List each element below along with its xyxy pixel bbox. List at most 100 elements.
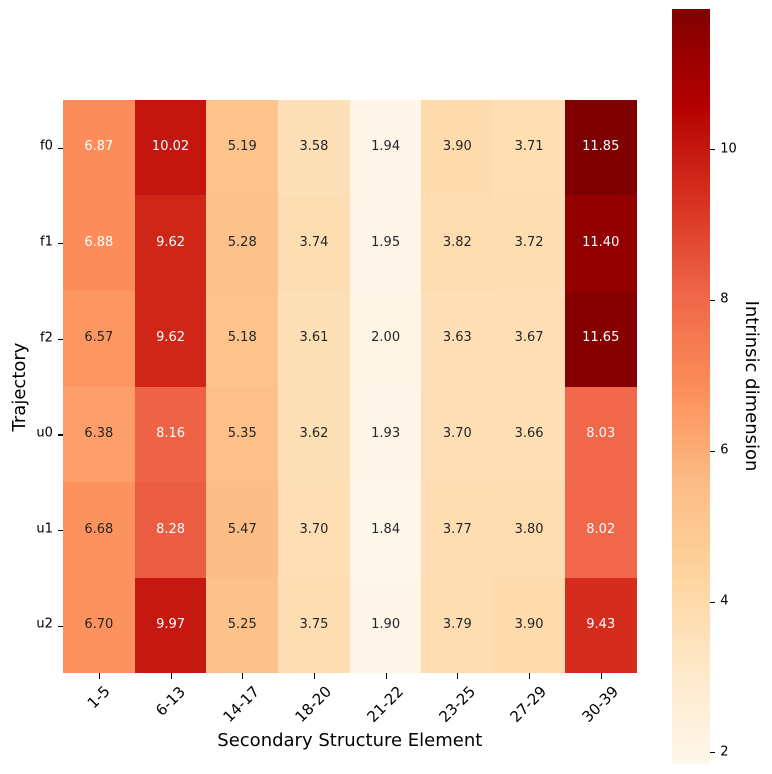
cell-value: 3.90 bbox=[442, 138, 472, 154]
heatmap-cell-f0-23-25: 3.90 bbox=[421, 99, 494, 196]
cell-value: 10.02 bbox=[151, 138, 190, 154]
heatmap-cell-f1-14-17: 5.28 bbox=[206, 195, 279, 292]
heatmap-cell-f0-14-17: 5.19 bbox=[206, 99, 279, 196]
heatmap-cell-u1-21-22: 1.84 bbox=[349, 482, 422, 578]
y-tick-mark bbox=[58, 530, 63, 532]
cell-value: 3.58 bbox=[299, 138, 329, 154]
y-tick-label-f0: f0 bbox=[40, 138, 53, 154]
y-tick-label-f1: f1 bbox=[40, 234, 53, 250]
cell-value: 8.03 bbox=[586, 425, 616, 441]
cell-value: 9.62 bbox=[156, 234, 186, 250]
cell-value: 9.62 bbox=[156, 330, 186, 346]
colorbar-tick-mark bbox=[709, 299, 715, 301]
y-tick-label-f2: f2 bbox=[40, 330, 53, 346]
cell-value: 3.82 bbox=[442, 234, 472, 250]
cell-value: 3.90 bbox=[514, 616, 544, 632]
y-tick-label-u2: u2 bbox=[36, 616, 53, 632]
cell-value: 8.02 bbox=[586, 521, 616, 537]
heatmap-cell-u2-6-13: 9.97 bbox=[134, 577, 207, 674]
heatmap-cell-u1-14-17: 5.47 bbox=[206, 482, 279, 578]
cell-value: 5.35 bbox=[227, 425, 257, 441]
heatmap-cell-f2-6-13: 9.62 bbox=[134, 291, 207, 387]
x-tick-label-23-25: 23-25 bbox=[435, 682, 479, 727]
heatmap-cell-u1-18-20: 3.70 bbox=[278, 482, 350, 578]
heatmap-cell-f2-27-29: 3.67 bbox=[493, 291, 565, 387]
cell-value: 3.74 bbox=[299, 234, 329, 250]
heatmap-cell-u2-21-22: 1.90 bbox=[349, 577, 422, 674]
heatmap-cell-u2-18-20: 3.75 bbox=[278, 577, 350, 674]
heatmap-cell-f2-23-25: 3.63 bbox=[421, 291, 494, 387]
x-tick-mark bbox=[313, 673, 315, 679]
cell-value: 6.70 bbox=[84, 616, 114, 632]
colorbar bbox=[671, 9, 710, 765]
heatmap-cell-f1-23-25: 3.82 bbox=[421, 195, 494, 292]
cell-value: 3.67 bbox=[514, 330, 544, 346]
heatmap-cell-u2-23-25: 3.79 bbox=[421, 577, 494, 674]
heatmap-cell-f0-27-29: 3.71 bbox=[493, 99, 565, 196]
heatmap-cell-f0-30-39: 11.85 bbox=[564, 99, 637, 196]
cell-value: 5.25 bbox=[227, 616, 257, 632]
cell-value: 1.90 bbox=[371, 616, 401, 632]
cell-value: 3.66 bbox=[514, 425, 544, 441]
heatmap-cell-u0-21-22: 1.93 bbox=[349, 386, 422, 483]
x-tick-label-30-39: 30-39 bbox=[578, 682, 622, 727]
heatmap-cell-f0-21-22: 1.94 bbox=[349, 99, 422, 196]
heatmap-cell-u0-23-25: 3.70 bbox=[421, 386, 494, 483]
y-axis-title: Trajectory bbox=[8, 342, 30, 432]
heatmap-cell-f2-14-17: 5.18 bbox=[206, 291, 279, 387]
heatmap-cell-f1-27-29: 3.72 bbox=[493, 195, 565, 292]
colorbar-tick-mark bbox=[709, 601, 715, 603]
y-tick-mark bbox=[58, 147, 63, 149]
heatmap-cell-u1-27-29: 3.80 bbox=[493, 482, 565, 578]
heatmap-cell-u2-14-17: 5.25 bbox=[206, 577, 279, 674]
heatmap-cell-u0-1-5: 6.38 bbox=[63, 386, 135, 483]
heatmap-cell-u0-14-17: 5.35 bbox=[206, 386, 279, 483]
x-tick-mark bbox=[385, 673, 387, 679]
cell-value: 3.77 bbox=[442, 521, 472, 537]
x-axis-title: Secondary Structure Element bbox=[217, 730, 483, 751]
colorbar-tick-label-2: 2 bbox=[720, 744, 729, 760]
heatmap-cell-u1-1-5: 6.68 bbox=[63, 482, 135, 578]
heatmap-cell-u2-30-39: 9.43 bbox=[564, 577, 637, 674]
cell-value: 3.72 bbox=[514, 234, 544, 250]
heatmap-cell-f1-21-22: 1.95 bbox=[349, 195, 422, 292]
x-tick-label-18-20: 18-20 bbox=[291, 682, 336, 727]
cell-value: 5.28 bbox=[227, 234, 257, 250]
x-tick-mark bbox=[170, 673, 172, 679]
x-tick-label-6-13: 6-13 bbox=[151, 682, 189, 720]
cell-value: 6.88 bbox=[84, 234, 114, 250]
cell-value: 11.40 bbox=[582, 234, 620, 250]
heatmap-cell-f1-18-20: 3.74 bbox=[278, 195, 350, 292]
x-tick-mark bbox=[529, 673, 531, 679]
cell-value: 1.95 bbox=[371, 234, 401, 250]
colorbar-title: Intrinsic dimension bbox=[741, 300, 763, 472]
cell-value: 3.70 bbox=[442, 425, 472, 441]
cell-value: 1.84 bbox=[371, 521, 401, 537]
heatmap-cell-f0-6-13: 10.02 bbox=[134, 99, 207, 196]
cell-value: 8.16 bbox=[156, 425, 186, 441]
heatmap-cell-u0-18-20: 3.62 bbox=[278, 386, 350, 483]
cell-value: 6.87 bbox=[84, 138, 114, 154]
cell-value: 1.94 bbox=[371, 138, 401, 154]
colorbar-tick-label-8: 8 bbox=[720, 291, 729, 307]
y-tick-mark bbox=[58, 625, 63, 627]
heatmap-cell-u0-6-13: 8.16 bbox=[134, 386, 207, 483]
cell-value: 11.85 bbox=[582, 138, 620, 154]
x-tick-mark bbox=[98, 673, 100, 679]
cell-value: 2.00 bbox=[371, 330, 401, 346]
x-tick-mark bbox=[242, 673, 244, 679]
x-tick-label-14-17: 14-17 bbox=[219, 682, 264, 727]
cell-value: 11.65 bbox=[582, 330, 620, 346]
cell-value: 3.63 bbox=[442, 330, 472, 346]
y-tick-mark bbox=[58, 243, 63, 245]
heatmap-cell-u2-27-29: 3.90 bbox=[493, 577, 565, 674]
cell-value: 3.61 bbox=[299, 330, 329, 346]
heatmap-cell-u2-1-5: 6.70 bbox=[63, 577, 135, 674]
heatmap-grid: 6.87 10.02 5.19 3.58 1.94 3.90 3.71 11.85 6.88 9.… bbox=[63, 99, 637, 674]
heatmap-cell-u1-23-25: 3.77 bbox=[421, 482, 494, 578]
colorbar-tick-mark bbox=[709, 148, 715, 151]
cell-value: 8.28 bbox=[156, 521, 186, 537]
cell-value: 9.97 bbox=[156, 616, 186, 632]
heatmap-cell-f1-6-13: 9.62 bbox=[134, 195, 207, 292]
